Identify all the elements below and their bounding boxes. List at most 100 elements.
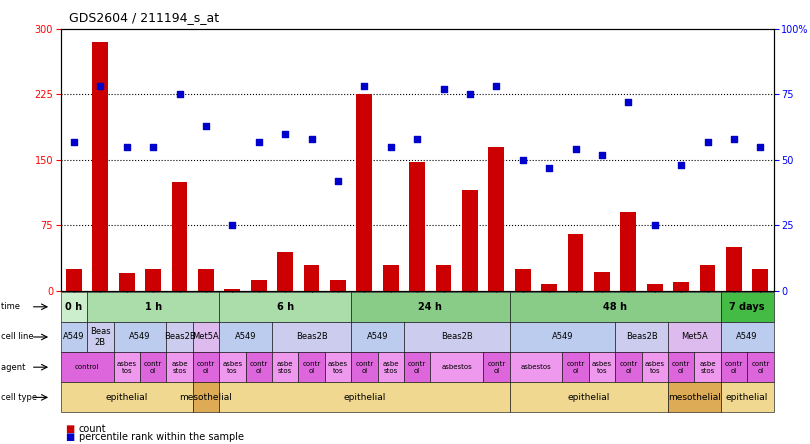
Bar	[277, 251, 293, 291]
Text: A549: A549	[63, 333, 85, 341]
Text: A549: A549	[367, 333, 388, 341]
Point	[622, 99, 635, 106]
Text: 6 h: 6 h	[276, 302, 294, 312]
Text: asbe
stos: asbe stos	[382, 361, 399, 374]
Text: ■: ■	[65, 432, 74, 442]
Point	[94, 83, 107, 90]
Text: contr
ol: contr ol	[356, 361, 373, 374]
Point	[463, 91, 476, 98]
Point	[331, 177, 344, 184]
Point	[595, 151, 608, 158]
Text: time: time	[1, 302, 23, 311]
Text: epithelial: epithelial	[726, 393, 769, 402]
Text: contr
ol: contr ol	[408, 361, 426, 374]
Text: contr
ol: contr ol	[488, 361, 505, 374]
Text: contr
ol: contr ol	[302, 361, 321, 374]
Text: Beas2B: Beas2B	[296, 333, 327, 341]
Text: A549: A549	[130, 333, 151, 341]
Point	[411, 135, 424, 143]
Bar	[488, 147, 505, 291]
Text: epithelial: epithelial	[343, 393, 386, 402]
Text: contr
ol: contr ol	[197, 361, 215, 374]
Text: Beas2B: Beas2B	[625, 333, 658, 341]
Text: agent: agent	[1, 363, 28, 372]
Bar	[198, 269, 214, 291]
Text: asbes
tos: asbes tos	[117, 361, 137, 374]
Point	[543, 164, 556, 171]
Bar	[304, 265, 319, 291]
Point	[358, 83, 371, 90]
Point	[147, 143, 160, 150]
Point	[727, 135, 740, 143]
Text: 0 h: 0 h	[66, 302, 83, 312]
Text: contr
ol: contr ol	[249, 361, 268, 374]
Bar	[436, 265, 451, 291]
Bar	[541, 284, 557, 291]
Text: ■: ■	[65, 424, 74, 434]
Bar	[119, 274, 134, 291]
Text: asbe
stos: asbe stos	[277, 361, 293, 374]
Point	[120, 143, 133, 150]
Text: contr
ol: contr ol	[144, 361, 162, 374]
Text: A549: A549	[235, 333, 256, 341]
Point	[675, 162, 688, 169]
Bar	[251, 280, 266, 291]
Point	[754, 143, 767, 150]
Bar	[462, 190, 478, 291]
Text: count: count	[79, 424, 106, 434]
Point	[490, 83, 503, 90]
Bar	[700, 265, 715, 291]
Text: Met5A: Met5A	[193, 333, 220, 341]
Text: Beas2B: Beas2B	[441, 333, 472, 341]
Text: epithelial: epithelial	[105, 393, 148, 402]
Point	[173, 91, 186, 98]
Text: Beas2B: Beas2B	[164, 333, 195, 341]
Bar	[330, 280, 346, 291]
Text: asbes
tos: asbes tos	[645, 361, 665, 374]
Bar	[172, 182, 187, 291]
Text: Beas
2B: Beas 2B	[90, 327, 111, 347]
Point	[199, 122, 212, 129]
Point	[67, 138, 80, 145]
Text: asbes
tos: asbes tos	[592, 361, 612, 374]
Text: contr
ol: contr ol	[672, 361, 690, 374]
Point	[305, 135, 318, 143]
Point	[384, 143, 397, 150]
Text: contr
ol: contr ol	[751, 361, 769, 374]
Bar	[673, 282, 689, 291]
Text: contr
ol: contr ol	[619, 361, 637, 374]
Text: percentile rank within the sample: percentile rank within the sample	[79, 432, 244, 442]
Point	[252, 138, 265, 145]
Text: mesothelial: mesothelial	[180, 393, 232, 402]
Point	[516, 156, 529, 163]
Text: asbestos: asbestos	[521, 364, 552, 370]
Bar	[66, 269, 82, 291]
Bar	[515, 269, 531, 291]
Text: A549: A549	[736, 333, 758, 341]
Bar	[92, 42, 109, 291]
Text: GDS2604 / 211194_s_at: GDS2604 / 211194_s_at	[69, 11, 219, 24]
Bar	[409, 162, 425, 291]
Point	[279, 130, 292, 137]
Bar	[647, 284, 663, 291]
Bar	[726, 247, 742, 291]
Bar	[145, 269, 161, 291]
Text: contr
ol: contr ol	[566, 361, 585, 374]
Bar	[568, 234, 583, 291]
Text: asbestos: asbestos	[441, 364, 472, 370]
Point	[701, 138, 714, 145]
Text: 7 days: 7 days	[729, 302, 765, 312]
Text: asbes
tos: asbes tos	[328, 361, 348, 374]
Point	[569, 146, 582, 153]
Text: 48 h: 48 h	[603, 302, 627, 312]
Bar	[752, 269, 768, 291]
Text: asbes
tos: asbes tos	[222, 361, 242, 374]
Text: epithelial: epithelial	[568, 393, 610, 402]
Text: 1 h: 1 h	[145, 302, 162, 312]
Bar	[224, 289, 241, 291]
Text: mesothelial: mesothelial	[668, 393, 721, 402]
Text: A549: A549	[552, 333, 573, 341]
Bar	[620, 212, 637, 291]
Text: control: control	[75, 364, 100, 370]
Bar	[356, 94, 373, 291]
